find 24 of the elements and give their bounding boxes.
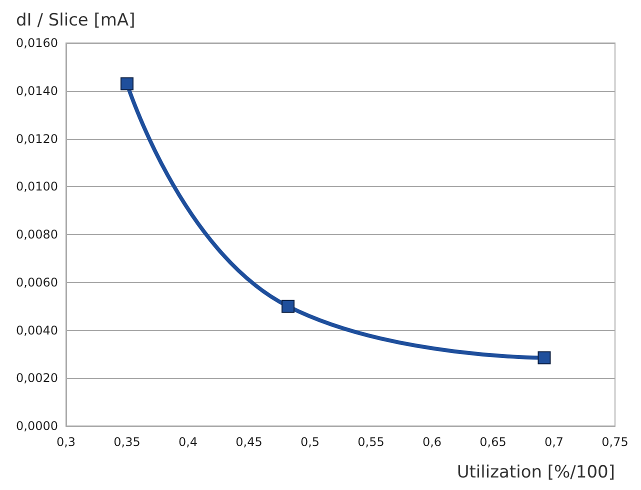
point bbox=[120, 77, 134, 90]
x-tick-label: 0,5 bbox=[300, 435, 320, 449]
point bbox=[282, 300, 295, 313]
y-tick-label: 0,0060 bbox=[16, 275, 58, 290]
x-tick-label: 0,35 bbox=[114, 435, 140, 449]
y-tick-label: 0,0100 bbox=[16, 180, 58, 194]
x-tick-label: 0,55 bbox=[358, 435, 384, 449]
y-tick-label: 0,0120 bbox=[16, 132, 58, 146]
y-tick-label: 0,0000 bbox=[16, 419, 58, 433]
x-tick-label: 0,4 bbox=[178, 435, 198, 449]
point bbox=[538, 351, 551, 364]
y-tick-label: 0,0140 bbox=[16, 84, 58, 98]
x-tick-label: 0,3 bbox=[56, 435, 76, 449]
x-tick-label: 0,75 bbox=[602, 435, 628, 449]
y-tick-label: 0,0040 bbox=[16, 323, 58, 338]
x-tick-label: 0,45 bbox=[236, 435, 262, 449]
x-axis-title: Utilization [%/100] bbox=[456, 462, 615, 482]
x-tick-label: 0,65 bbox=[480, 435, 506, 449]
y-tick-label: 0,0080 bbox=[16, 228, 58, 242]
y-axis-title: dI / Slice [mA] bbox=[16, 10, 136, 30]
x-tick-label: 0,6 bbox=[422, 435, 442, 449]
y-tick-label: 0,0020 bbox=[16, 371, 58, 386]
x-tick-label: 0,7 bbox=[544, 435, 564, 449]
y-tick-label: 0,0160 bbox=[16, 36, 58, 50]
